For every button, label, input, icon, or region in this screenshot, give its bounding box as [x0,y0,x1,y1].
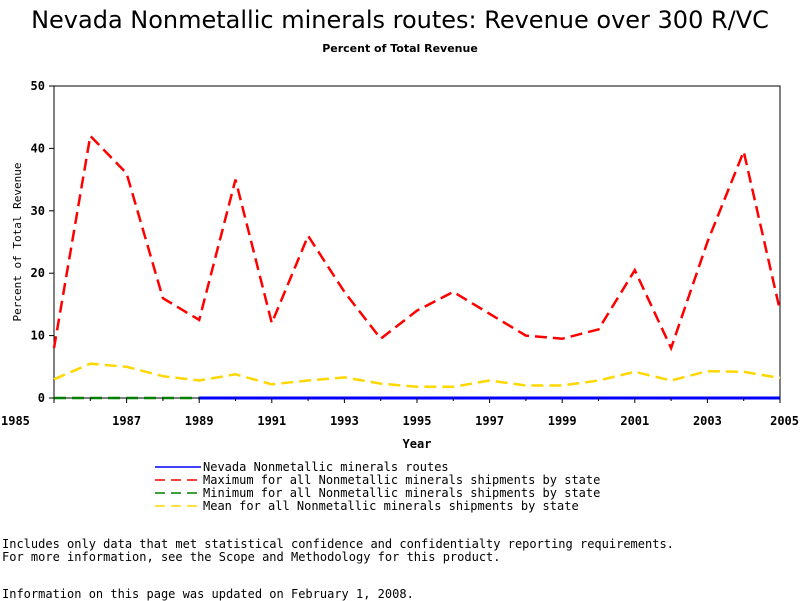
plot-area [53,85,781,399]
chart-subtitle: Percent of Total Revenue [322,42,478,55]
x-tick-label: 1997 [475,414,504,428]
legend-swatch [155,492,201,494]
axes-layer: 0 10 20 30 40 50 1985 1987 1989 1991 1993 1995 1997 1… [1,79,799,428]
legend-swatch [155,505,201,507]
y-tick-label: 50 [31,79,45,93]
x-tick-label: 1993 [330,414,359,428]
x-tick-label: 1999 [548,414,577,428]
y-tick-label: 0 [38,391,45,405]
series-line-1 [52,133,782,352]
legend-swatch [155,479,201,481]
x-tick-label: 1989 [185,414,214,428]
x-tick-label: 1995 [403,414,432,428]
x-tick-label: 2001 [620,414,649,428]
y-tick-label: 40 [31,141,45,155]
x-tick-label: 1991 [257,414,286,428]
y-tick-label: 20 [31,266,45,280]
line-chart: 0 10 20 30 40 50 1985 1987 1989 1991 1993 1995 1997 1… [1,79,799,451]
legend-label: Minimum for all Nonmetallic minerals shi… [203,486,601,500]
y-tick-label: 30 [31,204,45,218]
chart-title: Nevada Nonmetallic minerals routes: Reve… [31,6,769,34]
footnote-methodology: For more information, see the Scope and … [2,550,501,564]
y-tick-label: 10 [31,329,45,343]
series-line-3 [53,362,781,389]
y-axis-label: Percent of Total Revenue [11,163,24,322]
series-layer [52,133,782,400]
x-axis-label: Year [403,437,432,451]
x-tick-label: 2003 [693,414,722,428]
footnote-updated: Information on this page was updated on … [2,587,414,601]
legend-swatch [155,466,201,468]
legend-label: Nevada Nonmetallic minerals routes [203,460,449,474]
legend-label: Maximum for all Nonmetallic minerals shi… [203,473,601,487]
x-tick-label: 2005 [770,414,799,428]
legend-label: Mean for all Nonmetallic minerals shipme… [203,499,579,513]
footnote-confidence: Includes only data that met statistical … [2,537,674,551]
x-tick-label: 1985 [1,414,30,428]
x-tick-label: 1987 [112,414,141,428]
